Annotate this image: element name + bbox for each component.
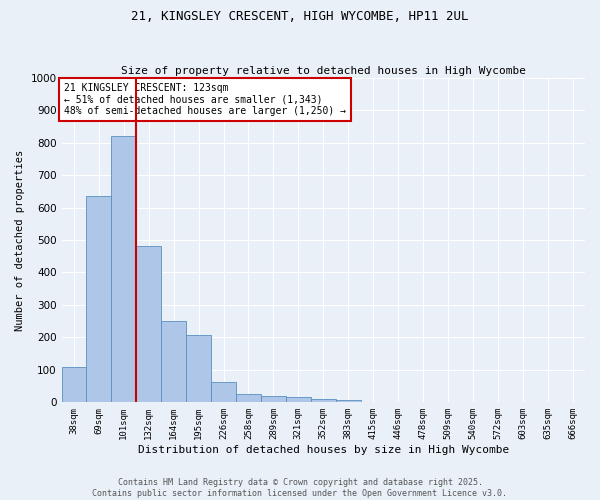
Bar [211,382,236,402]
Bar [86,196,112,402]
X-axis label: Distribution of detached houses by size in High Wycombe: Distribution of detached houses by size … [137,445,509,455]
Bar [112,136,136,402]
Bar [62,366,86,402]
Bar [136,246,161,402]
Bar [186,335,211,402]
Text: 21 KINGSLEY CRESCENT: 123sqm
← 51% of detached houses are smaller (1,343)
48% of: 21 KINGSLEY CRESCENT: 123sqm ← 51% of de… [64,82,346,116]
Bar [161,320,186,402]
Y-axis label: Number of detached properties: Number of detached properties [15,150,25,330]
Text: 21, KINGSLEY CRESCENT, HIGH WYCOMBE, HP11 2UL: 21, KINGSLEY CRESCENT, HIGH WYCOMBE, HP1… [131,10,469,23]
Bar [336,400,361,402]
Bar [311,399,336,402]
Title: Size of property relative to detached houses in High Wycombe: Size of property relative to detached ho… [121,66,526,76]
Text: Contains HM Land Registry data © Crown copyright and database right 2025.
Contai: Contains HM Land Registry data © Crown c… [92,478,508,498]
Bar [261,396,286,402]
Bar [236,394,261,402]
Bar [286,398,311,402]
